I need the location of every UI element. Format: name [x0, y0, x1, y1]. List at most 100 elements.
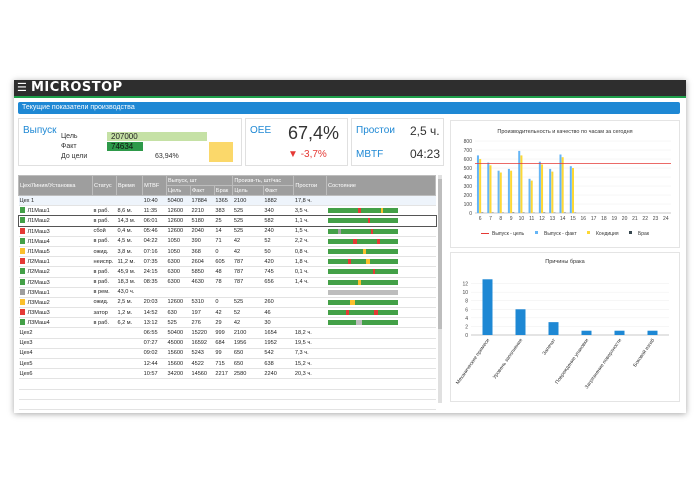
time-cell: [116, 368, 143, 380]
unit-name: Цех4: [19, 350, 33, 357]
mtbf-cell: 11:35: [142, 205, 167, 217]
x-tick-label: 13: [550, 216, 556, 222]
downtime-cell: 0,1 ч.: [293, 266, 327, 278]
table-row[interactable]: Л1Маш1 в раб. 8,6 м. 11:35 12600 2210 383 525 34…: [18, 205, 436, 217]
y-tick-label: 6: [465, 307, 468, 313]
downtime-cell: 1,8 ч.: [293, 256, 327, 268]
empty-cell: [190, 409, 215, 413]
remain-label: До цели: [61, 153, 88, 160]
table-row[interactable]: Л3Маш3 затор 1,2 м. 14:52 630 197 42 52 46: [18, 307, 436, 319]
rate-target-cell: 42: [232, 317, 264, 329]
fact-value: 74634: [111, 142, 134, 151]
target-cell: 12600: [166, 205, 191, 217]
bar: [479, 159, 482, 213]
table-row[interactable]: Цех2 06:55 50400 15220 999 2100 1654 18,2 ч.: [18, 327, 436, 339]
state-timeline: [327, 310, 398, 316]
hamburger-menu-icon[interactable]: ☰: [17, 82, 27, 94]
fact-cell: 368: [190, 246, 215, 258]
bar: [572, 168, 574, 213]
table-row[interactable]: Цех6 10:57 34200 14560 2217 2580 2240 20,3 ч.: [18, 368, 436, 380]
table-row[interactable]: Цех4 09:02 15600 5243 99 650 542 7,3 ч.: [18, 348, 436, 360]
empty-cell: [18, 409, 93, 413]
hourly-chart-title: Производительность и качество по часам з…: [497, 129, 633, 135]
mtbf-cell: 06:55: [142, 327, 167, 339]
table-row[interactable]: Л2Маш3 в раб. 18,3 м. 08:35 6300 4630 78 787 656…: [18, 277, 436, 288]
table-row[interactable]: Л1Маш2 в раб. 14,3 м. 06:01 12600 5180 25 525 58…: [17, 214, 437, 228]
defect-chart-title: Причины брака: [545, 259, 585, 265]
defect-cell: 684: [214, 338, 233, 349]
defect-cell: 25: [214, 215, 233, 227]
defect-cell: 0: [214, 297, 233, 309]
state-timeline-cell: [326, 327, 436, 339]
header-fact[interactable]: Факт: [189, 185, 215, 196]
unit-cell: Цех 1: [18, 195, 93, 207]
bar: [515, 309, 526, 335]
bar: [528, 178, 531, 213]
unit-name: Л1Маш3: [27, 228, 50, 235]
header-mtbf[interactable]: MTBF: [142, 175, 168, 196]
table-row[interactable]: Л3Маш2 ожид. 2,5 м. 20:03 12600 5310 0 525 260: [18, 297, 436, 309]
table-row[interactable]: Л3Маш4 в раб. 6,2 м. 13:12 525 276 29 42 30: [18, 317, 436, 329]
state-timeline-cell: [326, 205, 436, 217]
x-tick-label: 22: [642, 216, 648, 222]
time-cell: [116, 327, 143, 339]
state-segment: [360, 208, 381, 214]
state-timeline-cell: [326, 297, 436, 309]
y-tick-label: 700: [464, 148, 473, 154]
table-row[interactable]: Л2Маш1 неиспр. 11,2 м. 07:35 6300 2604 605 787 4…: [18, 256, 436, 268]
state-timeline-cell: [326, 307, 436, 319]
header-status[interactable]: Статус: [92, 175, 117, 196]
target-cell: 12600: [166, 297, 191, 309]
state-segment: [377, 310, 398, 316]
scrollbar-thumb[interactable]: [438, 179, 442, 329]
status-color-marker: [19, 258, 25, 265]
unit-cell: Цех4: [18, 348, 93, 360]
table-row[interactable]: Л1Маш5 ожид. 3,8 м. 07:16 1050 368 0 42 50 0,8 ч.: [18, 246, 436, 258]
mtbf-cell: 06:01: [142, 215, 167, 227]
header-target[interactable]: Цель: [166, 185, 191, 196]
header-unit[interactable]: Цех/Линия/Установка: [17, 175, 94, 196]
header-rate-target[interactable]: Цель: [232, 185, 264, 196]
table-row[interactable]: Л3Маш1 в рем. 43,0 ч.: [18, 287, 436, 298]
table-row[interactable]: Л1Маш4 в раб. 4,5 м. 04:22 1050 390 71 42 52 2,2 …: [18, 236, 436, 247]
state-segment: [327, 279, 358, 285]
header-downtime[interactable]: Простои: [293, 175, 328, 196]
header-state[interactable]: Состояние: [326, 175, 436, 196]
table-row[interactable]: Цех5 12:44 15600 4522 715 650 638 15,2 ч.: [18, 358, 436, 370]
table-scrollbar[interactable]: [438, 175, 442, 403]
empty-cell: [142, 389, 167, 400]
table-row[interactable]: Цех 1 10:40 50400 17884 1365 2100 1882 17,8 ч.: [18, 195, 436, 207]
header-time[interactable]: Время: [115, 175, 144, 196]
empty-cell: [18, 378, 93, 390]
header-output[interactable]: Выпуск, шт: [166, 175, 234, 186]
table-row[interactable]: Л2Маш2 в раб. 45,9 м. 24:15 6300 5850 48 787 745…: [18, 266, 436, 278]
target-cell: 45000: [166, 338, 191, 349]
empty-cell: [142, 399, 167, 410]
empty-cell: [232, 409, 264, 413]
mtbf-cell: 07:27: [142, 338, 167, 349]
bar: [482, 279, 493, 335]
table-row[interactable]: Цех3 07:27 45000 16592 684 1956 1952 19,5 ч.: [18, 338, 436, 349]
empty-cell: [263, 399, 294, 410]
rate-fact-cell: 2240: [263, 368, 294, 380]
rate-fact-cell: 656: [263, 277, 294, 288]
unit-cell: Л1Маш4: [18, 236, 93, 247]
header-rate[interactable]: Произв-ть, шт/час: [232, 175, 295, 186]
unit-name: Л2Маш2: [27, 269, 50, 276]
state-timeline: [327, 269, 398, 275]
app-logo: MICROSTOP: [31, 80, 123, 95]
bar: [559, 154, 562, 213]
unit-cell: Л2Маш2: [18, 266, 93, 278]
bar: [499, 172, 502, 213]
table-row[interactable]: Л1Маш3 сбой 0,4 м. 05:46 12600 2040 14 525 240 1,…: [18, 226, 436, 237]
header-defect[interactable]: Брак: [213, 185, 234, 196]
header-rate-fact[interactable]: Факт: [262, 185, 295, 196]
time-cell: [116, 358, 143, 370]
empty-cell: [214, 399, 233, 410]
rate-target-cell: 787: [232, 277, 264, 288]
bar: [548, 322, 559, 335]
time-cell: [116, 338, 143, 349]
oee-delta-value: -3,7%: [300, 149, 327, 160]
status-color-marker: [19, 237, 25, 244]
target-cell: 15600: [166, 348, 191, 360]
